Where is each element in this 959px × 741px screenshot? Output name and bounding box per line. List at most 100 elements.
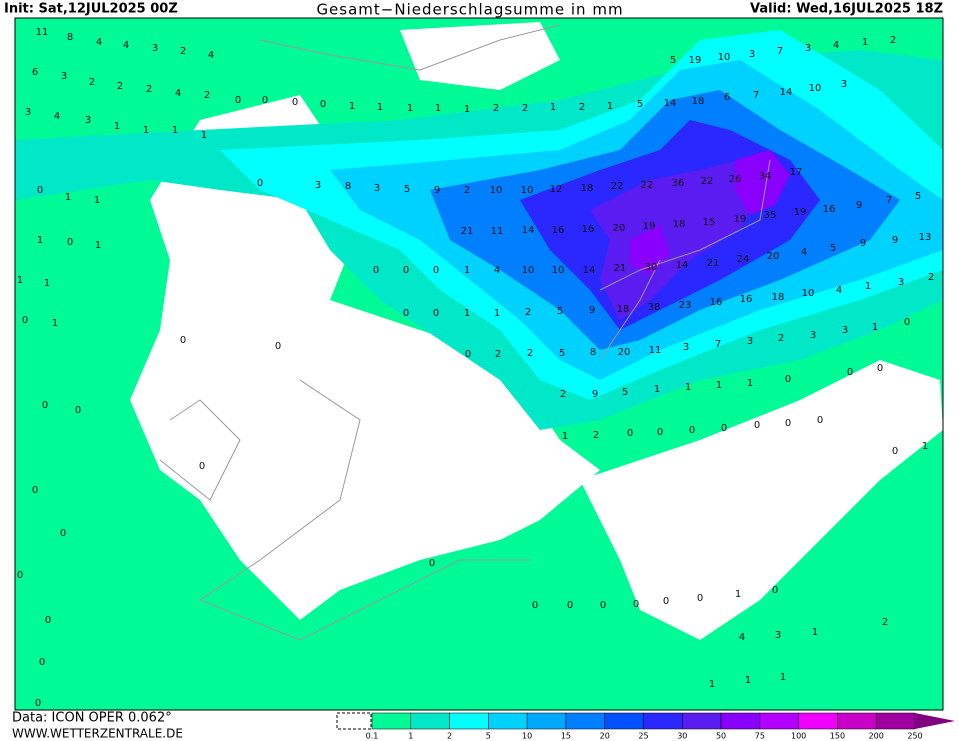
- legend-label: 1: [408, 732, 413, 741]
- precip-value: 1: [114, 121, 120, 132]
- precip-value: 3: [749, 49, 755, 60]
- precip-value: 6: [724, 92, 730, 103]
- precip-value: 19: [734, 214, 747, 225]
- legend-swatch: [720, 712, 761, 730]
- site: WWW.WETTERZENTRALE.DE: [12, 727, 183, 741]
- precip-value: 0: [877, 363, 883, 374]
- legend-swatch: [604, 712, 644, 730]
- precip-area: [630, 225, 670, 275]
- precip-value: 13: [919, 232, 932, 243]
- init-time: Init: Sat,12JUL2025 00Z: [4, 2, 178, 17]
- precip-value: 7: [715, 339, 721, 350]
- precip-value: 0: [433, 308, 439, 319]
- precip-value: 2: [522, 103, 528, 114]
- precip-value: 4: [123, 40, 129, 51]
- precip-value: 0: [292, 97, 298, 108]
- precip-value: 4: [494, 265, 500, 276]
- precip-value: 10: [718, 52, 731, 63]
- precip-value: 7: [753, 90, 759, 101]
- precip-value: 4: [54, 111, 60, 122]
- precip-value: 3: [25, 107, 31, 118]
- precip-value: 2: [928, 272, 934, 283]
- precip-value: 2: [495, 349, 501, 360]
- precip-value: 2: [117, 81, 123, 92]
- precip-value: 0: [275, 341, 281, 352]
- precip-value: 0: [45, 615, 51, 626]
- precip-value: 3: [841, 79, 847, 90]
- precip-value: 18: [772, 292, 785, 303]
- precip-value: 3: [315, 180, 321, 191]
- precip-value: 5: [670, 55, 676, 66]
- precip-value: 5: [404, 184, 410, 195]
- precip-value: 2: [882, 617, 888, 628]
- precip-value: 1: [201, 130, 207, 141]
- precip-value: 14: [522, 225, 535, 236]
- precip-value: 11: [491, 226, 504, 237]
- precip-value: 2: [527, 348, 533, 359]
- precip-value: 1: [812, 627, 818, 638]
- precip-value: 0: [320, 99, 326, 110]
- precip-value: 0: [697, 593, 703, 604]
- precip-value: 0: [35, 698, 41, 709]
- precip-value: 0: [32, 485, 38, 496]
- legend-swatch: [682, 712, 722, 730]
- legend-label: 2: [447, 732, 452, 741]
- precip-value: 2: [493, 103, 499, 114]
- precip-value: 1: [65, 192, 71, 203]
- legend-label: 200: [869, 732, 884, 741]
- precip-value: 3: [683, 342, 689, 353]
- legend-swatch: [798, 712, 838, 730]
- precip-value: 3: [842, 325, 848, 336]
- legend-swatch: [875, 712, 916, 730]
- precip-value: 23: [679, 300, 692, 311]
- legend-label: 250: [907, 732, 922, 741]
- precip-area: [580, 360, 943, 640]
- precip-value: 4: [801, 247, 807, 258]
- precip-value: 5: [559, 348, 565, 359]
- precip-value: 0: [892, 446, 898, 457]
- precip-value: 0: [262, 95, 268, 106]
- legend-swatch: [371, 712, 412, 730]
- precip-value: 0: [817, 415, 823, 426]
- legend-label: 20: [600, 732, 610, 741]
- precip-value: 2: [579, 102, 585, 113]
- precip-value: 34: [759, 171, 772, 182]
- precip-value: 1: [464, 308, 470, 319]
- precip-value: 22: [701, 176, 714, 187]
- precip-value: 0: [17, 570, 23, 581]
- precip-value: 17: [790, 167, 803, 178]
- precip-value: 0: [754, 420, 760, 431]
- precip-value: 0: [373, 265, 379, 276]
- precip-value: 10: [490, 185, 503, 196]
- precip-value: 16: [823, 204, 836, 215]
- precip-value: 0: [22, 315, 28, 326]
- precip-value: 1: [37, 235, 43, 246]
- map: 11 8 4 4 3 2 46 32 2 2 4 23 4 31 1 1 10 0 0 0 1 1 1 1 1 2 2 1 2 1 5 14 1…: [15, 18, 943, 710]
- precip-value: 0: [433, 265, 439, 276]
- coastline: [599, 259, 661, 361]
- legend-label: 25: [638, 732, 648, 741]
- precip-value: 16: [710, 297, 723, 308]
- precip-value: 6: [32, 67, 38, 78]
- precip-value: 20: [613, 223, 626, 234]
- precip-value: 7: [777, 46, 783, 57]
- precip-value: 38: [648, 302, 661, 313]
- precip-value: 2: [89, 77, 95, 88]
- precip-value: 0: [429, 558, 435, 569]
- precip-value: 1: [550, 102, 556, 113]
- precip-value: 4: [208, 50, 214, 61]
- precip-value: 14: [583, 265, 596, 276]
- precip-value: 1: [865, 281, 871, 292]
- precip-value: 12: [550, 184, 563, 195]
- precip-value: 1: [780, 672, 786, 683]
- precip-value: 16: [740, 294, 753, 305]
- precip-value: 1: [172, 125, 178, 136]
- precip-value: 1: [349, 101, 355, 112]
- precip-value: 22: [641, 180, 654, 191]
- precip-value: 14: [780, 87, 793, 98]
- precip-value: 9: [892, 235, 898, 246]
- precip-area: [590, 160, 760, 320]
- precip-value: 19: [689, 55, 702, 66]
- legend-swatch: [488, 712, 528, 730]
